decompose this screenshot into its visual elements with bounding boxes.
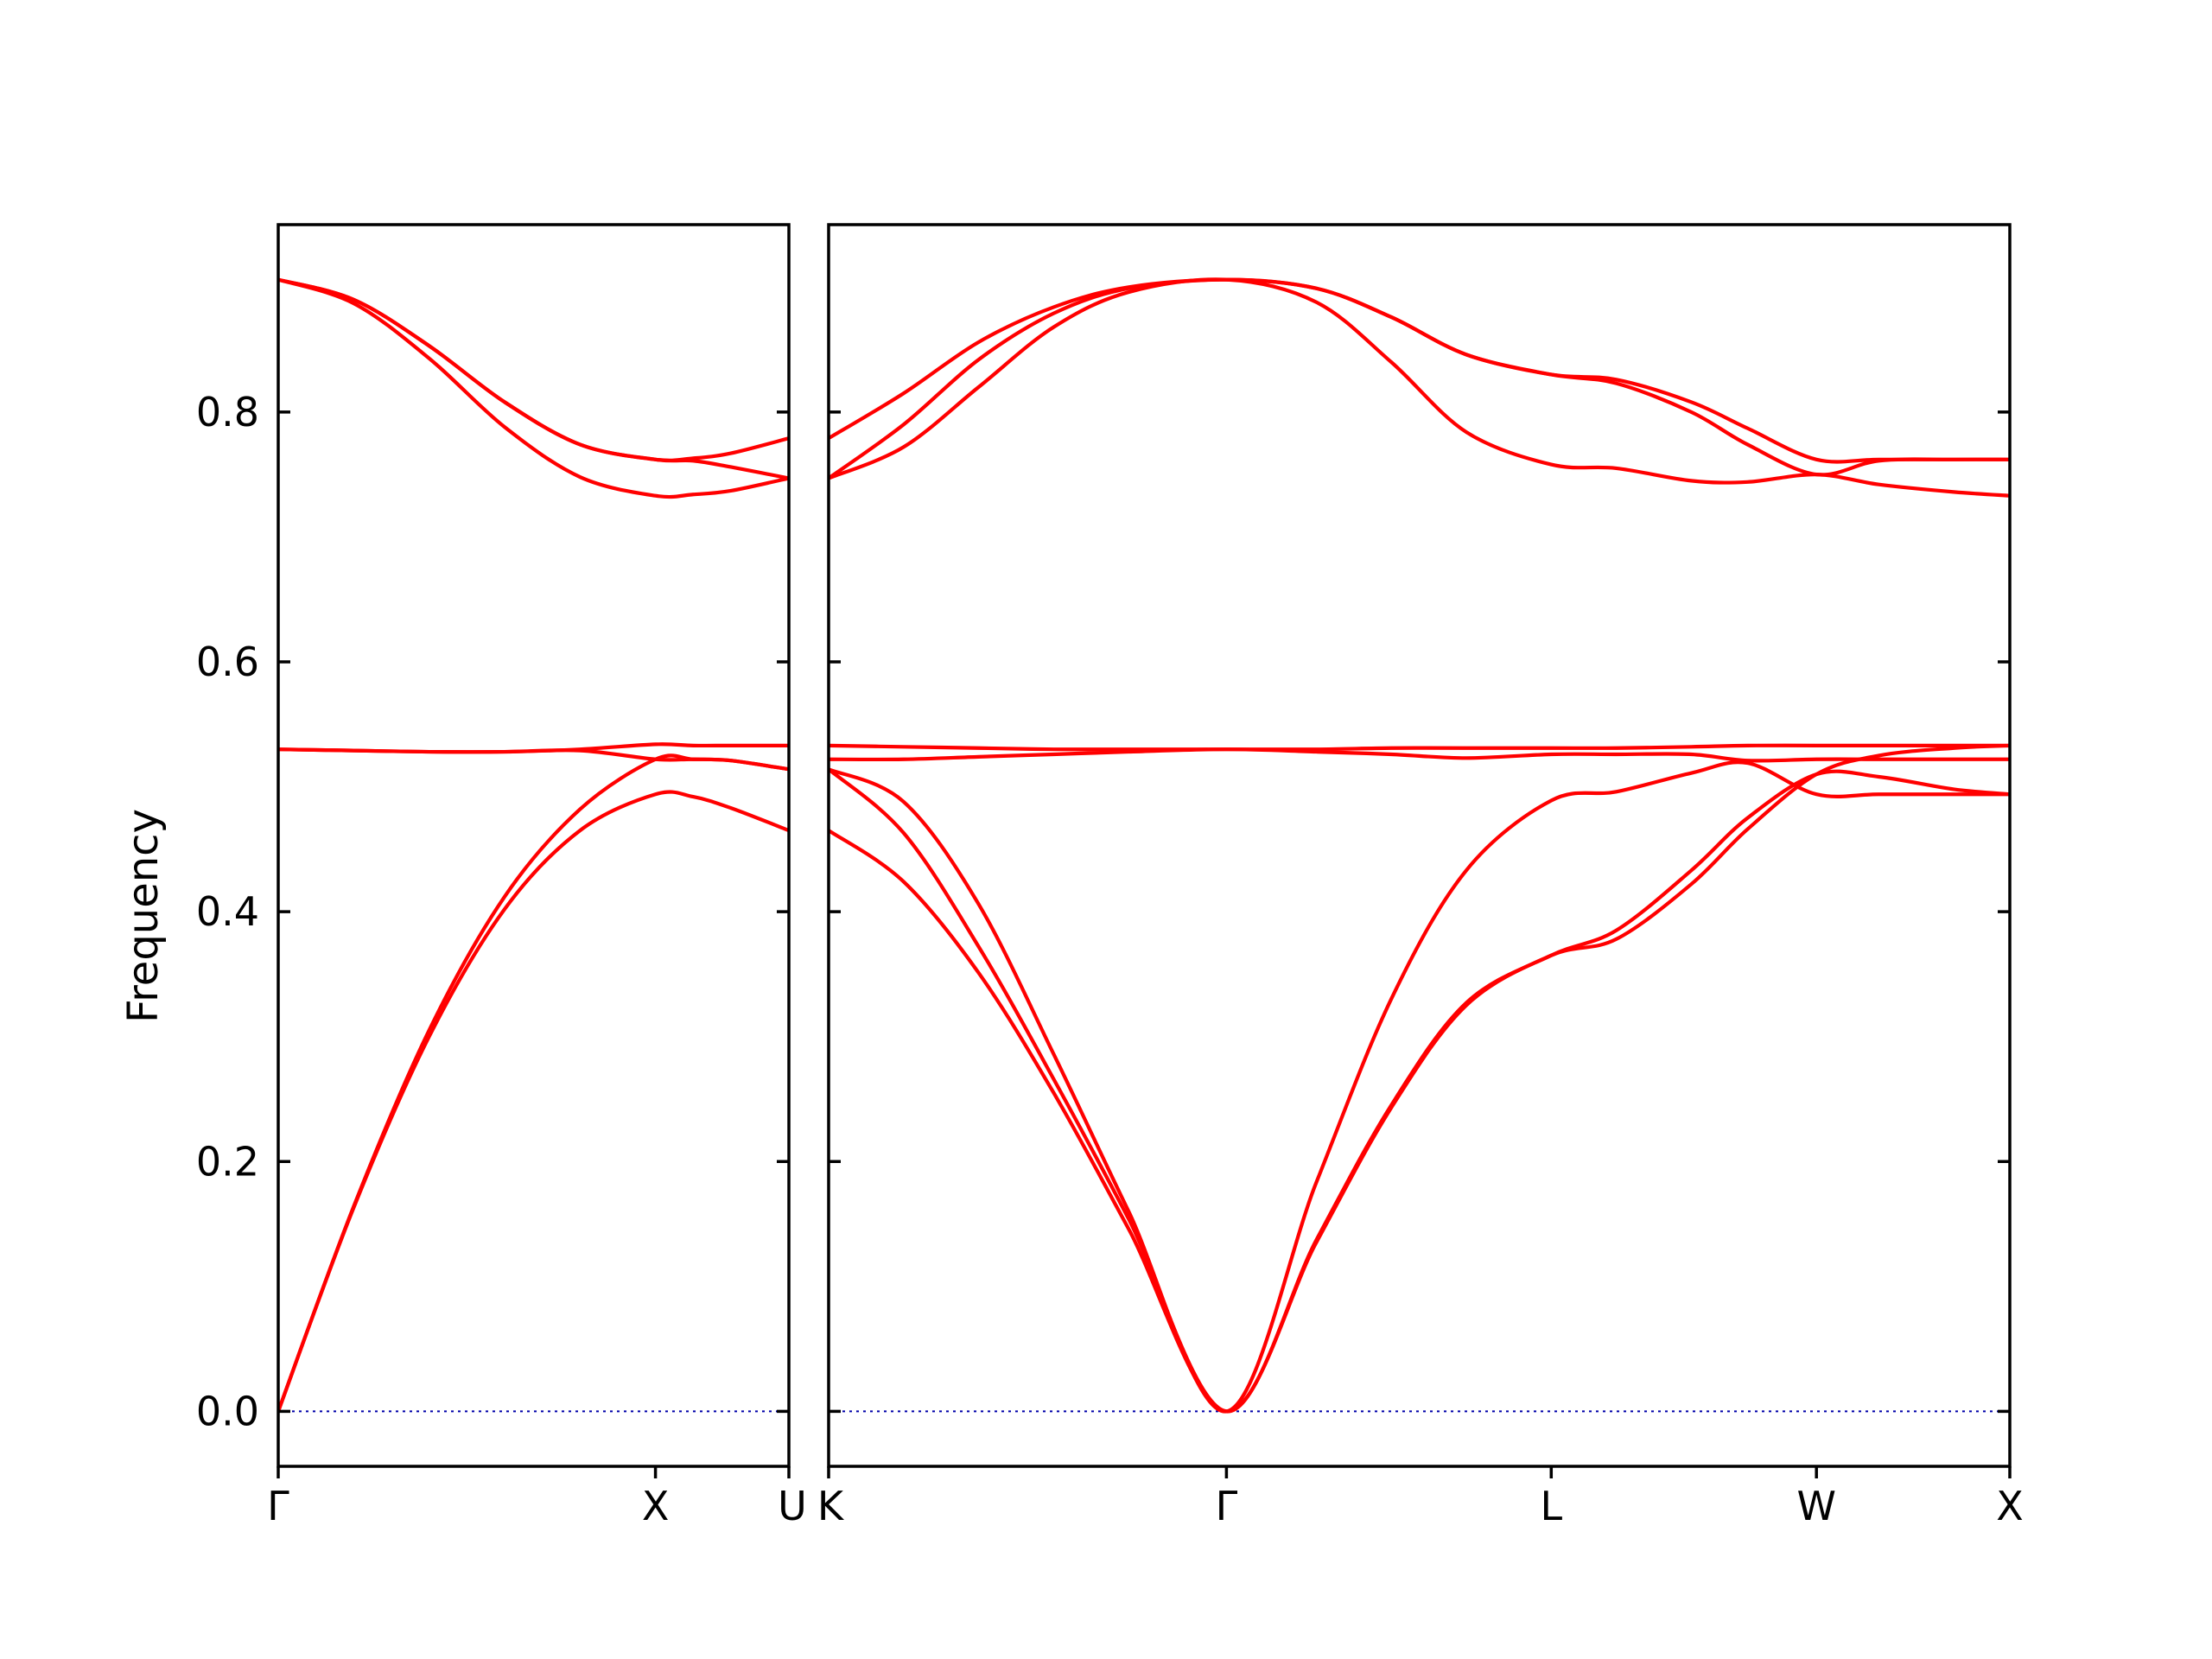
- x-tick-label: Γ: [267, 1483, 289, 1529]
- band-line-1: [829, 743, 2010, 1414]
- band-line-2: [829, 767, 2010, 1414]
- band-line-7: [278, 277, 789, 462]
- y-tick-label: 0.0: [196, 1388, 259, 1434]
- x-tick-label: X: [642, 1483, 670, 1529]
- x-tick-label: U: [778, 1483, 807, 1529]
- x-tick-label: W: [1796, 1483, 1835, 1529]
- y-axis-label: Frequency: [119, 809, 168, 1023]
- plot-frame: [827, 223, 2012, 1468]
- band-lines: [278, 277, 789, 1414]
- band-lines: [829, 277, 2010, 1414]
- y-tick-label: 0.2: [196, 1138, 259, 1185]
- band-line-7: [829, 277, 2010, 480]
- x-tick-label: L: [1540, 1483, 1562, 1529]
- y-tick-label: 0.4: [196, 888, 259, 935]
- x-tick-label: X: [1996, 1483, 2024, 1529]
- band-line-4: [829, 747, 2010, 763]
- y-tick-label: 0.6: [196, 639, 259, 685]
- band-line-5: [278, 277, 789, 499]
- chart-panels: 0.0 0.2 0.4 0.6 0.8 Γ X U K Γ L W X: [196, 223, 2024, 1529]
- band-line-1: [278, 790, 789, 1414]
- band-line-4: [278, 742, 789, 754]
- y-tick-label: 0.8: [196, 389, 259, 435]
- x-tick-label: K: [817, 1483, 845, 1529]
- panel-gamma-x-u: 0.0 0.2 0.4 0.6 0.8 Γ X U: [196, 223, 807, 1529]
- band-line-2: [278, 753, 789, 1414]
- plot-frame: [276, 223, 791, 1468]
- band-line-3: [829, 760, 2010, 1414]
- x-tick-label: Γ: [1216, 1483, 1238, 1529]
- band-line-8: [829, 277, 2010, 464]
- band-line-5: [829, 743, 2010, 752]
